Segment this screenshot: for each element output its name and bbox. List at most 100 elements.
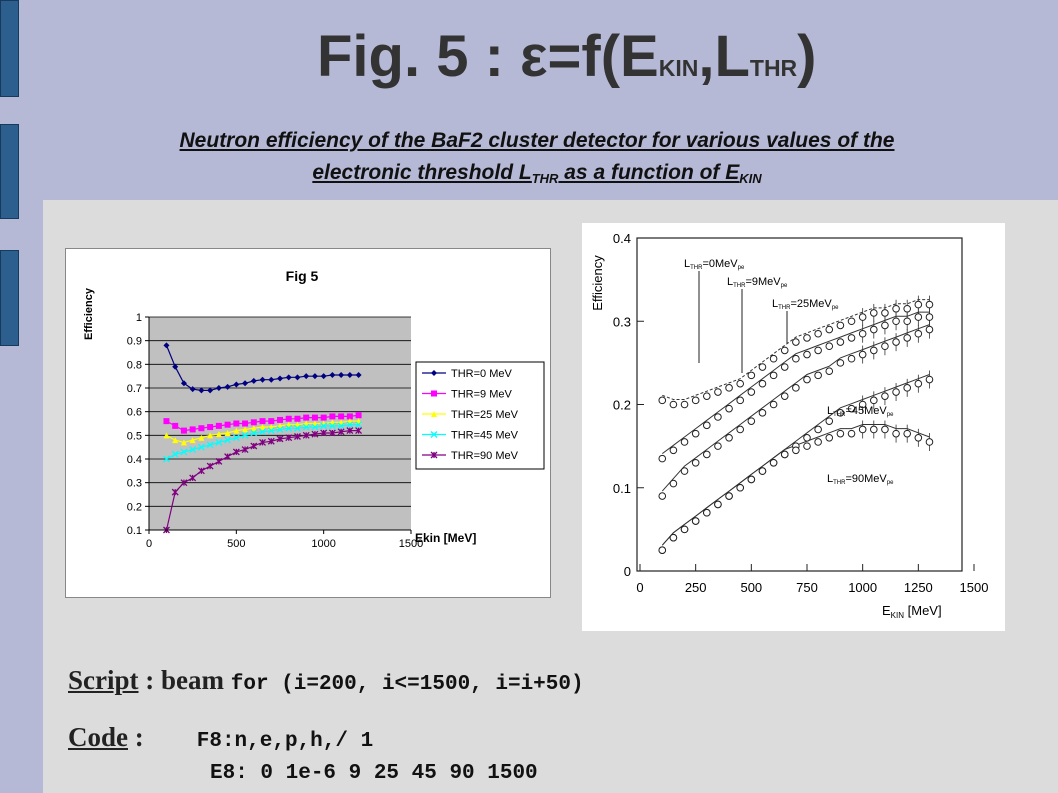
- data-point: [736, 483, 744, 492]
- data-point: [338, 413, 345, 420]
- data-point: [691, 517, 700, 525]
- data-point: [329, 371, 336, 378]
- data-point: [250, 429, 258, 437]
- data-point: [259, 418, 266, 425]
- legend-label: THR=25 MeV: [451, 409, 519, 421]
- data-point: [825, 325, 834, 334]
- data-point: [870, 396, 878, 405]
- legend-label: THR=90 MeV: [451, 450, 519, 462]
- data-point: [241, 431, 249, 439]
- data-point: [206, 441, 214, 449]
- scan-y-axis-label: Efficiency: [590, 255, 605, 311]
- data-point: [736, 379, 744, 388]
- data-point: [870, 346, 878, 355]
- excel-chart-svg: Fig 5 Efficiency Ekin [MeV] 0.1 0.2 0.3 0.4…: [83, 268, 545, 550]
- code-separator: :: [128, 722, 144, 752]
- code-line-1: F8:n,e,p,h,/ 1: [196, 730, 374, 753]
- excel-x-axis-label: Ekin [MeV]: [415, 531, 476, 545]
- data-point: [691, 458, 700, 467]
- data-point: [914, 300, 923, 309]
- data-point: [847, 334, 856, 342]
- side-bar-1: [0, 0, 19, 97]
- data-point: [259, 424, 266, 431]
- data-point: [346, 413, 353, 420]
- data-point: [224, 429, 231, 436]
- data-point: [881, 309, 889, 317]
- x-tick-label: 250: [685, 580, 707, 595]
- data-point: [825, 434, 834, 442]
- x-tick-label: 1000: [311, 538, 335, 550]
- y-tick-label: 0.8: [127, 359, 142, 371]
- data-point: [792, 338, 800, 346]
- data-point: [725, 404, 733, 413]
- y-tick-label: 0.2: [127, 501, 142, 513]
- data-point: [311, 373, 318, 380]
- data-point: [691, 429, 700, 438]
- data-point: [703, 392, 711, 400]
- excel-chart-title: Fig 5: [286, 268, 319, 284]
- data-point: [903, 304, 912, 313]
- data-point: [242, 426, 249, 433]
- side-bar-2: [0, 124, 19, 219]
- data-point: [825, 342, 834, 351]
- data-point: [294, 424, 301, 432]
- data-point: [328, 422, 336, 430]
- y-tick-label: 0.6: [127, 407, 142, 419]
- data-point: [197, 467, 205, 475]
- data-point: [232, 434, 240, 442]
- series-1: [163, 412, 362, 434]
- data-point: [814, 425, 822, 434]
- data-point: [285, 434, 293, 442]
- data-point: [303, 373, 310, 380]
- data-point: [892, 429, 900, 438]
- data-point: [658, 492, 667, 500]
- data-point: [780, 363, 789, 371]
- data-point: [311, 423, 319, 431]
- data-point: [320, 414, 327, 421]
- data-point: [285, 415, 292, 422]
- scan-chart-svg: Efficiency EKIN [MeV] 0 0.1 0.2 0.3 0.4 0 250 5…: [590, 231, 988, 620]
- data-point: [836, 429, 845, 438]
- data-point: [163, 342, 170, 349]
- data-point: [836, 338, 845, 346]
- data-point: [431, 370, 437, 376]
- data-point: [714, 413, 722, 421]
- data-point: [320, 422, 328, 430]
- data-point: [680, 525, 689, 534]
- data-point: [172, 422, 179, 429]
- data-point: [171, 450, 179, 458]
- measured-series-2: [658, 320, 934, 500]
- data-point: [881, 392, 889, 400]
- data-point: [814, 329, 822, 338]
- data-point: [903, 429, 912, 438]
- data-point: [758, 467, 767, 475]
- data-point: [302, 423, 310, 431]
- threshold-annotation: LTHR=0MeVpe: [684, 258, 745, 271]
- data-point: [691, 396, 700, 405]
- data-point: [658, 396, 667, 405]
- data-point: [803, 442, 811, 450]
- data-point: [881, 425, 889, 434]
- data-point: [925, 375, 934, 384]
- data-point: [197, 443, 205, 451]
- data-point: [242, 380, 249, 387]
- subtitle-line-1: Neutron efficiency of the BaF2 cluster d…: [179, 129, 895, 152]
- legend-label: THR=45 MeV: [451, 430, 519, 442]
- data-point: [355, 421, 363, 429]
- data-point: [780, 450, 789, 459]
- data-point: [892, 317, 900, 326]
- data-point: [680, 467, 689, 475]
- data-point: [925, 325, 934, 334]
- data-point: [747, 388, 756, 396]
- data-point: [267, 427, 275, 435]
- data-point: [242, 420, 249, 427]
- data-point: [189, 474, 197, 482]
- data-point: [189, 386, 196, 393]
- data-point: [180, 448, 188, 456]
- data-point: [241, 446, 249, 453]
- series-4: [163, 427, 363, 534]
- threshold-annotation: LTHR=25MeVpe: [772, 298, 839, 311]
- x-tick-label: 1000: [848, 580, 877, 595]
- data-point: [430, 451, 438, 459]
- x-tick-label: 0: [636, 580, 643, 595]
